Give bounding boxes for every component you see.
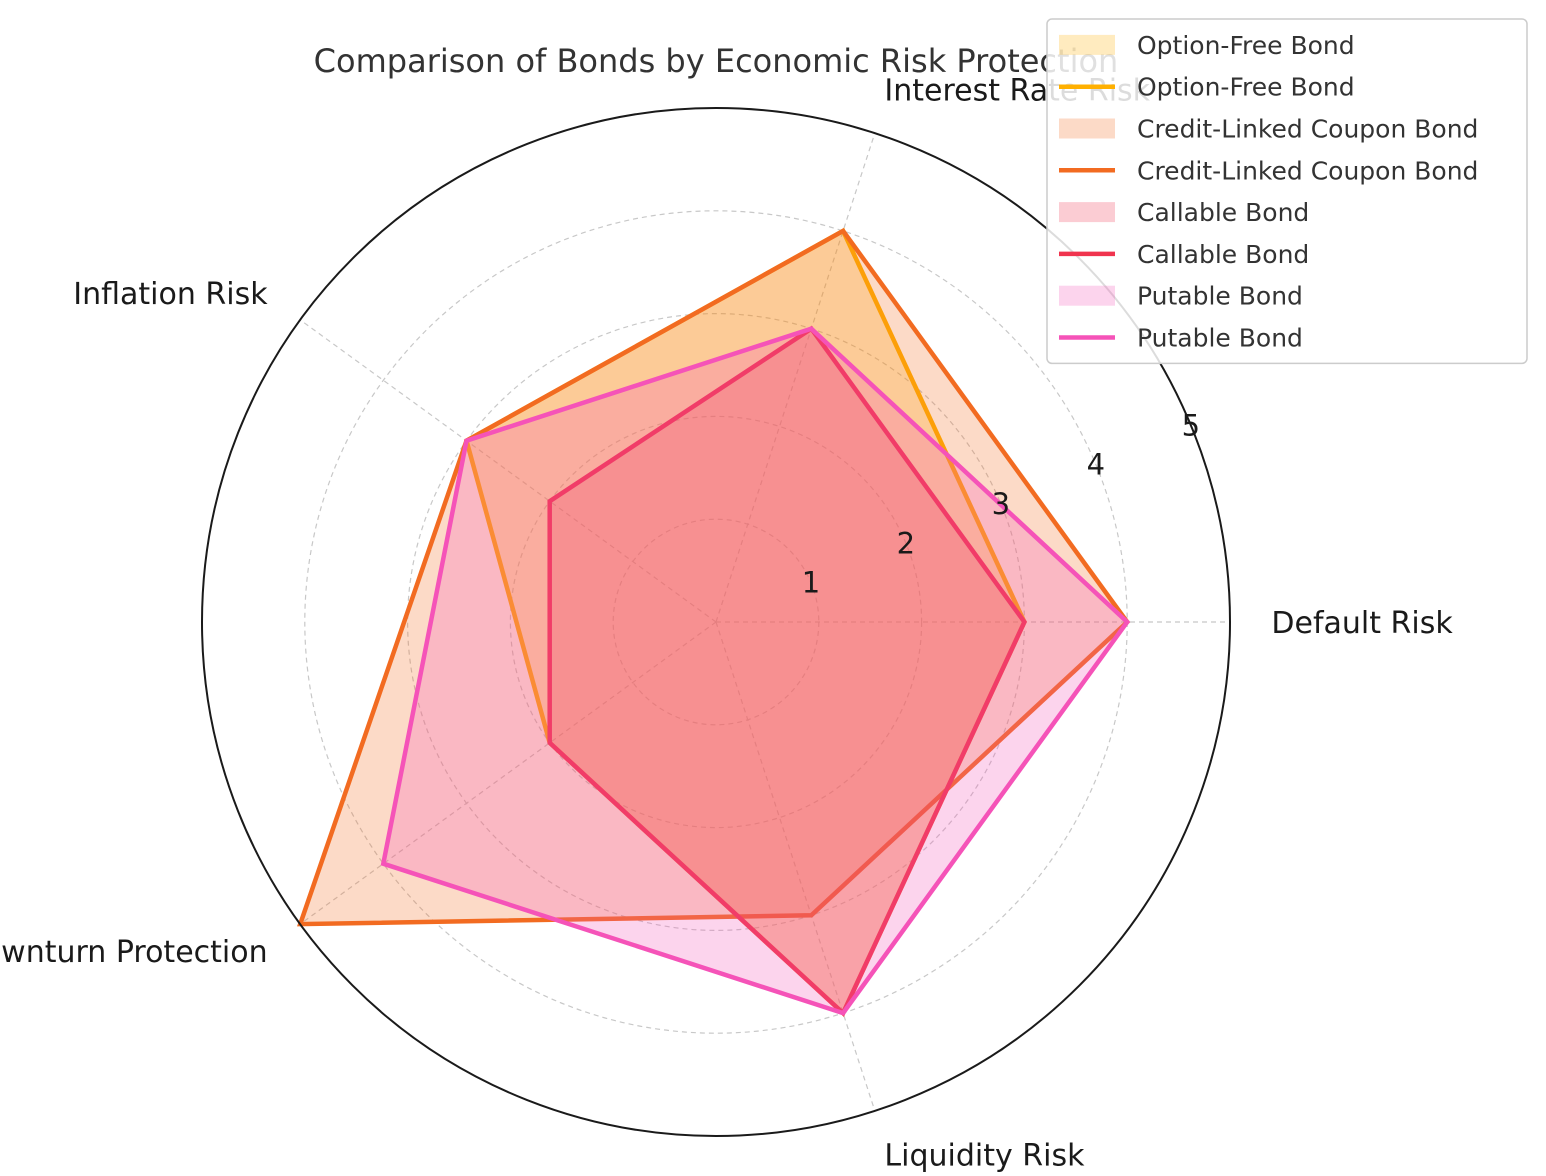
legend-item-option-free-bond-line[interactable]: Option-Free Bond [1059,73,1355,102]
spoke-interest-rate-risk [715,132,876,623]
legend-label: Credit-Linked Coupon Bond [1137,115,1478,144]
series-line-putable-bond [380,326,1131,1016]
legend-label: Callable Bond [1137,198,1309,227]
legend-label: Credit-Linked Coupon Bond [1137,156,1478,185]
grid-ring-2 [509,415,923,829]
axis-label-liquidity-risk: Liquidity Risk [884,1139,1085,1174]
series-line-credit-linked-coupon-bond [297,227,1131,927]
series-line-callable-bond [547,325,1027,1017]
spoke-inflation-risk [299,319,717,623]
radar-outer-frame [201,107,1231,1137]
legend[interactable]: Option-Free Bond Option-Free Bond Credit-L… [1046,18,1528,365]
series-fill-putable-bond [383,328,1128,1014]
legend-item-putable-bond-line[interactable]: Putable Bond [1059,324,1303,353]
axis-label-economic-downturn-protection: Economic Downturn Protection [0,935,268,970]
axis-label-default-risk: Default Risk [1271,606,1453,641]
legend-label: Putable Bond [1137,282,1303,311]
chart-title: Comparison of Bonds by Economic Risk Pro… [314,42,1119,80]
series-fill-callable-bond [549,328,1025,1014]
radar-series [297,227,1131,1017]
legend-item-callable-bond-line[interactable]: Callable Bond [1059,240,1309,269]
r-tick-label-4: 4 [1087,448,1105,482]
legend-item-credit-linked-coupon-bond-line[interactable]: Credit-Linked Coupon Bond [1059,156,1478,185]
legend-item-option-free-bond-fill[interactable]: Option-Free Bond [1059,31,1355,60]
legend-item-callable-bond-fill[interactable]: Callable Bond [1059,198,1309,227]
legend-label: Option-Free Bond [1137,73,1355,102]
series-fill-credit-linked-coupon-bond [300,230,1128,925]
legend-label: Callable Bond [1137,240,1309,269]
r-tick-label-2: 2 [897,526,915,560]
spoke-liquidity-risk [715,621,876,1112]
legend-swatch-fill [1059,34,1115,55]
r-tick-label-1: 1 [802,566,820,600]
legend-swatch-fill [1059,202,1115,223]
legend-label: Putable Bond [1137,324,1303,353]
axis-label-inflation-risk: Inflation Risk [73,277,268,312]
legend-item-credit-linked-coupon-bond-fill[interactable]: Credit-Linked Coupon Bond [1059,115,1478,144]
spoke-economic-downturn-protection [299,621,717,925]
legend-swatch-fill [1059,285,1115,306]
r-tick-label-3: 3 [992,487,1010,521]
legend-label: Option-Free Bond [1137,31,1355,60]
legend-frame [1046,18,1528,365]
legend-swatch-fill [1059,118,1115,139]
legend-item-putable-bond-fill[interactable]: Putable Bond [1059,282,1303,311]
